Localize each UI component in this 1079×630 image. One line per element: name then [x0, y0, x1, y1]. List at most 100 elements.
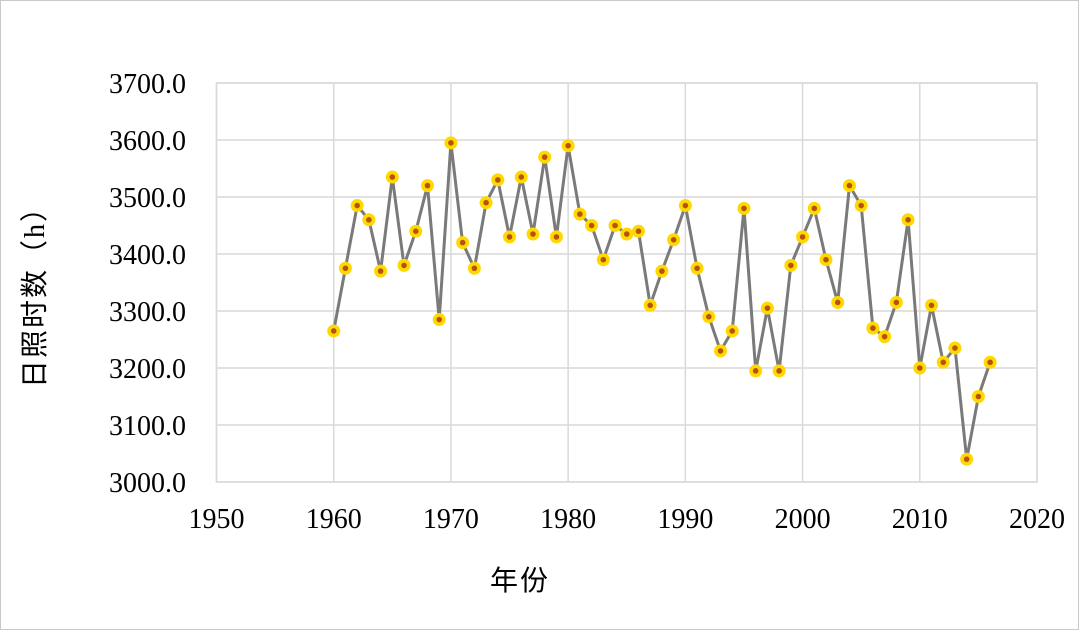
data-point	[702, 310, 716, 324]
data-point-inner	[823, 256, 829, 263]
data-point-inner	[706, 313, 712, 320]
data-point	[549, 230, 563, 244]
data-point	[338, 261, 352, 275]
y-axis-tick-label: 3100.0	[109, 411, 186, 442]
data-point-inner	[530, 231, 536, 237]
data-point	[678, 199, 692, 213]
data-point-inner	[448, 140, 454, 146]
data-point-inner	[881, 333, 888, 340]
data-point-inner	[377, 268, 384, 274]
plot-area-border	[215, 82, 1038, 483]
data-point	[784, 258, 798, 272]
data-point-inner	[600, 256, 607, 263]
data-point-inner	[541, 154, 548, 160]
data-point-inner	[647, 302, 653, 309]
data-point	[420, 179, 434, 193]
data-point	[690, 261, 704, 275]
data-point-inner	[963, 456, 970, 463]
data-point-inner	[424, 182, 431, 189]
data-point	[514, 170, 528, 184]
data-point	[878, 330, 892, 344]
data-point-inner	[776, 368, 782, 374]
data-point	[456, 236, 470, 250]
data-point	[385, 170, 399, 184]
data-point	[772, 364, 786, 378]
data-point	[362, 213, 376, 227]
data-point-inner	[741, 205, 747, 212]
data-point	[796, 230, 810, 244]
data-point	[737, 201, 751, 215]
data-point-inner	[940, 359, 947, 366]
data-point-inner	[659, 268, 665, 274]
data-point	[960, 452, 974, 466]
gridlines	[215, 82, 1038, 483]
data-point	[819, 253, 833, 267]
data-point	[667, 233, 681, 247]
data-point-inner	[975, 393, 982, 400]
data-point	[831, 295, 845, 309]
data-point-inner	[588, 222, 595, 229]
data-point-inner	[354, 202, 360, 209]
y-axis-tick-label: 3500.0	[109, 183, 186, 214]
data-point-inner	[752, 368, 759, 374]
data-point-inner	[694, 265, 700, 272]
axis-tick-labels: 3000.0 3100.0 3200.0 3300.0 3400.0 3500.0 3600…	[109, 69, 1065, 535]
data-point	[573, 207, 587, 221]
data-point	[479, 196, 493, 210]
data-point	[374, 264, 388, 278]
data-point	[714, 344, 728, 358]
data-point	[655, 264, 669, 278]
data-point	[409, 224, 423, 238]
data-point	[971, 390, 985, 403]
data-point	[760, 301, 774, 315]
x-axis-tick-label: 1950	[189, 504, 245, 535]
data-point-inner	[577, 211, 583, 217]
data-point-inner	[342, 265, 349, 272]
data-point	[397, 258, 411, 272]
data-point	[526, 227, 540, 241]
data-point-inner	[905, 217, 911, 223]
data-point-inner	[471, 265, 478, 272]
data-point	[503, 230, 517, 244]
x-axis-tick-label: 2010	[892, 504, 948, 535]
y-axis-tick-label: 3400.0	[109, 240, 186, 271]
x-axis-tick-label: 2000	[775, 504, 831, 535]
data-point-inner	[412, 228, 419, 234]
data-point-inner	[928, 302, 935, 309]
data-point-inner	[764, 305, 771, 311]
data-point-inner	[436, 316, 443, 323]
x-axis-tick-label: 1990	[657, 504, 713, 535]
data-point	[608, 219, 622, 232]
data-point-inner	[788, 262, 794, 269]
data-point-inner	[799, 234, 806, 240]
y-axis-tick-label: 3000.0	[109, 468, 186, 499]
data-point	[913, 361, 927, 375]
data-point-inner	[682, 202, 689, 209]
data-point-inner	[870, 325, 876, 331]
data-point-inner	[987, 359, 993, 366]
x-axis-title: 年份	[490, 565, 550, 597]
data-point-inner	[389, 174, 396, 180]
data-point	[901, 213, 915, 227]
data-point	[807, 201, 821, 215]
data-point	[561, 139, 575, 153]
data-point-inner	[565, 142, 571, 149]
y-axis-tick-label: 3200.0	[109, 354, 186, 385]
data-point-inner	[670, 236, 677, 243]
y-axis-tick-label: 3700.0	[109, 69, 186, 100]
data-point	[889, 295, 903, 309]
data-point	[538, 150, 552, 164]
data-point-inner	[483, 199, 489, 206]
data-point	[842, 179, 856, 193]
x-axis-tick-label: 1980	[540, 504, 596, 535]
y-axis-tick-label: 3600.0	[109, 126, 186, 157]
data-point	[620, 227, 634, 241]
data-point-inner	[401, 262, 407, 269]
data-point-inner	[623, 231, 630, 237]
data-point	[854, 199, 868, 213]
data-point-inner	[858, 202, 864, 209]
data-point	[467, 261, 481, 275]
data-point-inner	[518, 174, 525, 180]
data-point	[631, 224, 645, 238]
